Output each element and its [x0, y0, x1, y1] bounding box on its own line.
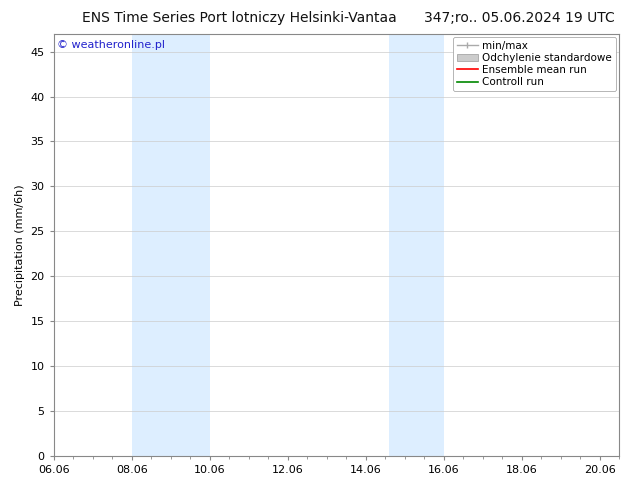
- Legend: min/max, Odchylenie standardowe, Ensemble mean run, Controll run: min/max, Odchylenie standardowe, Ensembl…: [453, 37, 616, 91]
- Bar: [132, 34, 210, 456]
- Y-axis label: Precipitation (mm/6h): Precipitation (mm/6h): [15, 184, 25, 306]
- Text: 347;ro.. 05.06.2024 19 UTC: 347;ro.. 05.06.2024 19 UTC: [424, 11, 615, 25]
- Bar: [389, 34, 444, 456]
- Text: © weatheronline.pl: © weatheronline.pl: [56, 40, 165, 50]
- Text: ENS Time Series Port lotniczy Helsinki-Vantaa: ENS Time Series Port lotniczy Helsinki-V…: [82, 11, 397, 25]
